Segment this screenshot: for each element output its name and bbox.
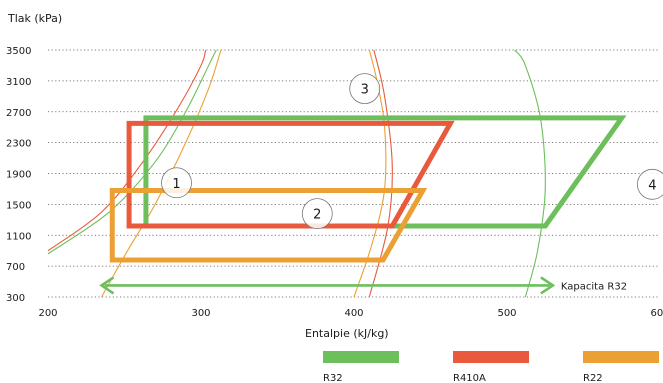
y-tick-label-3500: 3500 (6, 46, 31, 57)
cycle-marker-3 (349, 73, 381, 104)
y-tick-label-700: 700 (6, 262, 25, 273)
y-tick-label-2300: 2300 (6, 139, 31, 150)
cycle-r22 (109, 187, 428, 263)
x-tick-label-500: 500 (497, 308, 516, 319)
y-tick-label-1100: 1100 (6, 231, 31, 242)
x-tick-label-300: 300 (191, 308, 210, 319)
capacity-arrow-head-left (99, 276, 115, 295)
x-axis-label: Entalpie (kJ/kg) (305, 327, 389, 340)
cycle-marker-label-4: 4 (648, 178, 656, 193)
x-axis-tick-labels: 200 300 400 500 600 (38, 308, 663, 319)
capacity-arrow-head-right (540, 276, 556, 295)
legend-swatch-r410a (453, 351, 529, 363)
y-axis-label: Tlak (kPa) (7, 12, 62, 25)
y-axis-tick-labels: 300 700 1100 1500 1900 2300 2700 3100 3500 (6, 46, 31, 304)
cycle-number-markers: 1 2 3 4 (161, 73, 663, 230)
saturation-left-r32 (47, 49, 217, 255)
y-tick-label-2700: 2700 (6, 108, 31, 119)
y-tick-label-3100: 3100 (6, 77, 31, 88)
cycle-marker-label-3: 3 (361, 83, 369, 98)
saturation-right-r410a (368, 49, 393, 298)
capacity-arrow-label: Kapacita R32 (561, 281, 627, 292)
legend: R32 R410A R22 (323, 351, 659, 383)
x-tick-label-200: 200 (38, 308, 57, 319)
saturation-right-r22 (353, 49, 387, 298)
cycle-marker-1 (161, 167, 192, 199)
y-tick-label-300: 300 (6, 293, 25, 304)
cycle-r32 (143, 115, 627, 229)
cycle-marker-label-2: 2 (313, 208, 321, 223)
cycle-r410a (126, 120, 455, 229)
legend-swatch-r22 (583, 351, 659, 363)
legend-swatch-r32 (323, 351, 399, 363)
x-tick-label-400: 400 (344, 308, 363, 319)
y-tick-label-1500: 1500 (6, 200, 31, 211)
saturation-right-r32 (514, 49, 546, 298)
x-tick-label-600: 600 (650, 308, 663, 319)
legend-label-r410a: R410A (453, 373, 486, 383)
saturation-curves (47, 49, 546, 298)
legend-label-r32: R32 (323, 373, 343, 383)
cycle-marker-label-1: 1 (172, 177, 180, 192)
cycle-marker-2 (301, 198, 333, 230)
capacity-arrow: Kapacita R32 (99, 276, 627, 295)
saturation-left-r410a (47, 49, 207, 252)
legend-label-r22: R22 (583, 373, 603, 383)
y-tick-label-1900: 1900 (6, 170, 31, 181)
refrigeration-cycles (109, 115, 627, 263)
cycle-marker-4 (636, 168, 663, 200)
